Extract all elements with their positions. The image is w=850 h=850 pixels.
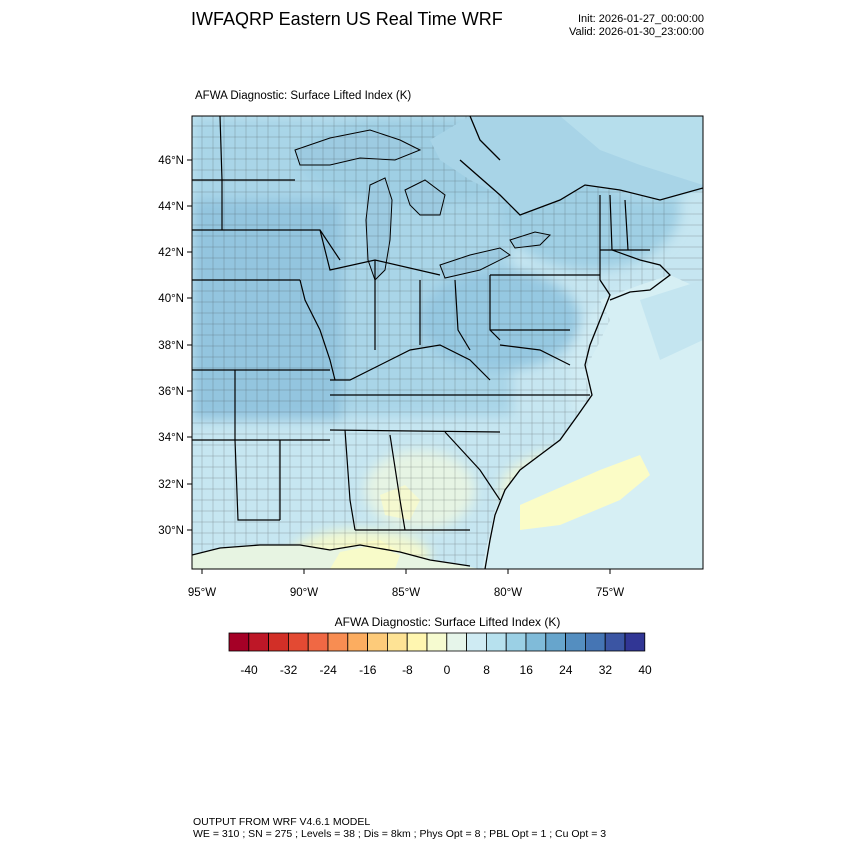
colorbar-tick-label: -24: [320, 663, 338, 677]
colorbar-tick-label: 24: [559, 663, 573, 677]
colorbar-tick-label: 16: [520, 663, 534, 677]
lat-label: 38°N: [158, 340, 184, 352]
valid-time: Valid: 2026-01-30_23:00:00: [569, 26, 704, 38]
colorbar-swatch: [604, 632, 626, 652]
lat-label: 44°N: [158, 201, 184, 213]
lon-label: 75°W: [596, 587, 624, 599]
lon-label: 85°W: [392, 587, 420, 599]
lat-label: 32°N: [158, 479, 184, 491]
colorbar-swatch: [386, 632, 408, 652]
lat-label: 36°N: [158, 386, 184, 398]
lat-label: 30°N: [158, 525, 184, 537]
lon-label: 95°W: [188, 587, 216, 599]
colorbar-swatch: [406, 632, 428, 652]
lon-label: 90°W: [290, 587, 318, 599]
plot-title: AFWA Diagnostic: Surface Lifted Index (K…: [195, 90, 412, 102]
latitude-labels: 46°N 44°N 42°N 40°N 38°N 36°N 34°N 32°N …: [158, 155, 184, 537]
colorbar-swatch: [347, 632, 368, 652]
main-title: IWFAQRP Eastern US Real Time WRF: [191, 9, 503, 29]
colorbar-swatch: [624, 632, 646, 652]
lat-label: 40°N: [158, 293, 184, 305]
colorbar-swatch: [545, 632, 566, 652]
colorbar-title: AFWA Diagnostic: Surface Lifted Index (K…: [334, 615, 561, 629]
colorbar-swatch: [228, 632, 250, 652]
map-area: [192, 116, 703, 569]
colorbar-swatch: [307, 632, 329, 652]
colorbar-tick-label: 32: [599, 663, 613, 677]
colorbar-swatch: [268, 632, 289, 652]
colorbar-swatch: [485, 632, 507, 652]
colorbar-swatch: [505, 632, 527, 652]
footer-config-line: WE = 310 ; SN = 275 ; Levels = 38 ; Dis …: [193, 828, 607, 840]
colorbar-swatch: [426, 632, 448, 652]
colorbar-tick-label: -8: [402, 663, 413, 677]
colorbar-swatch: [287, 632, 309, 652]
colorbar-swatch: [248, 632, 270, 652]
lat-label: 34°N: [158, 432, 184, 444]
colorbar-swatch: [367, 632, 388, 652]
init-valid-block: Init: 2026-01-27_00:00:00 Valid: 2026-01…: [569, 13, 704, 39]
map-frame: [191, 115, 704, 570]
colorbar-tick-label: 8: [483, 663, 490, 677]
lon-label: 80°W: [494, 587, 522, 599]
colorbar-tick-labels: -40 -32 -24 -16 -8 0 8 16 24 32 40: [240, 663, 652, 677]
colorbar-swatch: [466, 632, 487, 652]
longitude-labels: 95°W 90°W 85°W 80°W 75°W: [188, 587, 624, 599]
footer: OUTPUT FROM WRF V4.6.1 MODEL WE = 310 ; …: [193, 816, 606, 840]
colorbar: [228, 632, 646, 652]
colorbar-tick-label: -32: [280, 663, 298, 677]
colorbar-swatch: [585, 632, 606, 652]
colorbar-swatch: [327, 632, 349, 652]
colorbar-swatch: [446, 632, 467, 652]
lat-label: 46°N: [158, 155, 184, 167]
colorbar-tick-label: 0: [444, 663, 451, 677]
colorbar-tick-label: -16: [359, 663, 377, 677]
colorbar-tick-label: -40: [240, 663, 258, 677]
footer-model-line: OUTPUT FROM WRF V4.6.1 MODEL: [193, 816, 371, 828]
colorbar-tick-label: 40: [638, 663, 652, 677]
lat-label: 42°N: [158, 247, 184, 259]
init-time: Init: 2026-01-27_00:00:00: [578, 13, 704, 25]
colorbar-swatch: [565, 632, 586, 652]
colorbar-swatch: [525, 632, 547, 652]
